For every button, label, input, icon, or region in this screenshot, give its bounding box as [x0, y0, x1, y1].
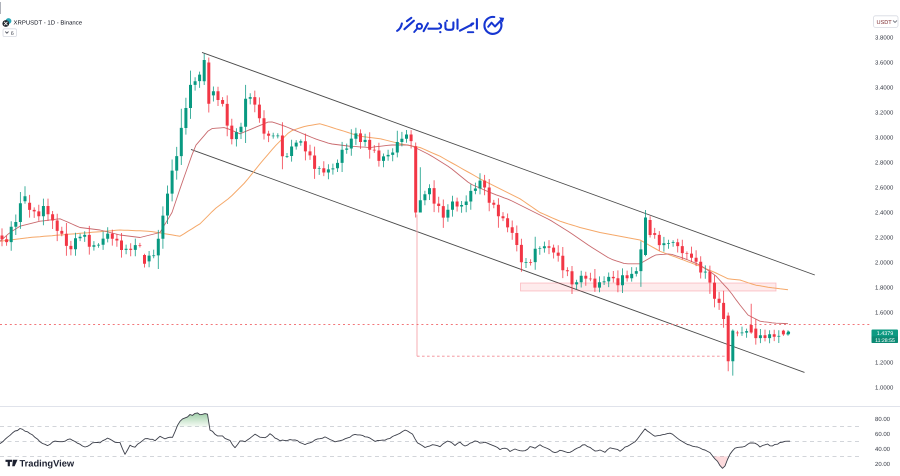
- svg-text:6: 6: [11, 31, 14, 37]
- svg-text:2.8000: 2.8000: [875, 160, 894, 167]
- svg-text:2.6000: 2.6000: [875, 185, 894, 192]
- svg-text:3.6000: 3.6000: [875, 60, 894, 67]
- svg-text:3.2000: 3.2000: [875, 110, 894, 117]
- svg-text:USDT: USDT: [877, 20, 893, 26]
- svg-text:1.8000: 1.8000: [875, 285, 894, 292]
- svg-text:TradingView: TradingView: [20, 459, 75, 469]
- svg-text:1.2000: 1.2000: [875, 360, 894, 367]
- svg-text:XRPUSDT - 1D - Binance: XRPUSDT - 1D - Binance: [14, 20, 83, 27]
- svg-text:20.00: 20.00: [875, 461, 891, 468]
- svg-text:2.0000: 2.0000: [875, 260, 894, 267]
- svg-text:1.4379: 1.4379: [877, 331, 894, 337]
- svg-text:3.0000: 3.0000: [875, 135, 894, 142]
- svg-text:3.8000: 3.8000: [875, 35, 894, 42]
- svg-text:80.00: 80.00: [875, 416, 891, 423]
- svg-text:2.4000: 2.4000: [875, 210, 894, 217]
- svg-text:60.00: 60.00: [875, 431, 891, 438]
- svg-text:11:28:55: 11:28:55: [875, 338, 895, 344]
- svg-text:3.4000: 3.4000: [875, 85, 894, 92]
- svg-text:1.0000: 1.0000: [875, 385, 894, 392]
- svg-text:2.2000: 2.2000: [875, 235, 894, 242]
- svg-text:1.6000: 1.6000: [875, 310, 894, 317]
- svg-text:40.00: 40.00: [875, 446, 891, 453]
